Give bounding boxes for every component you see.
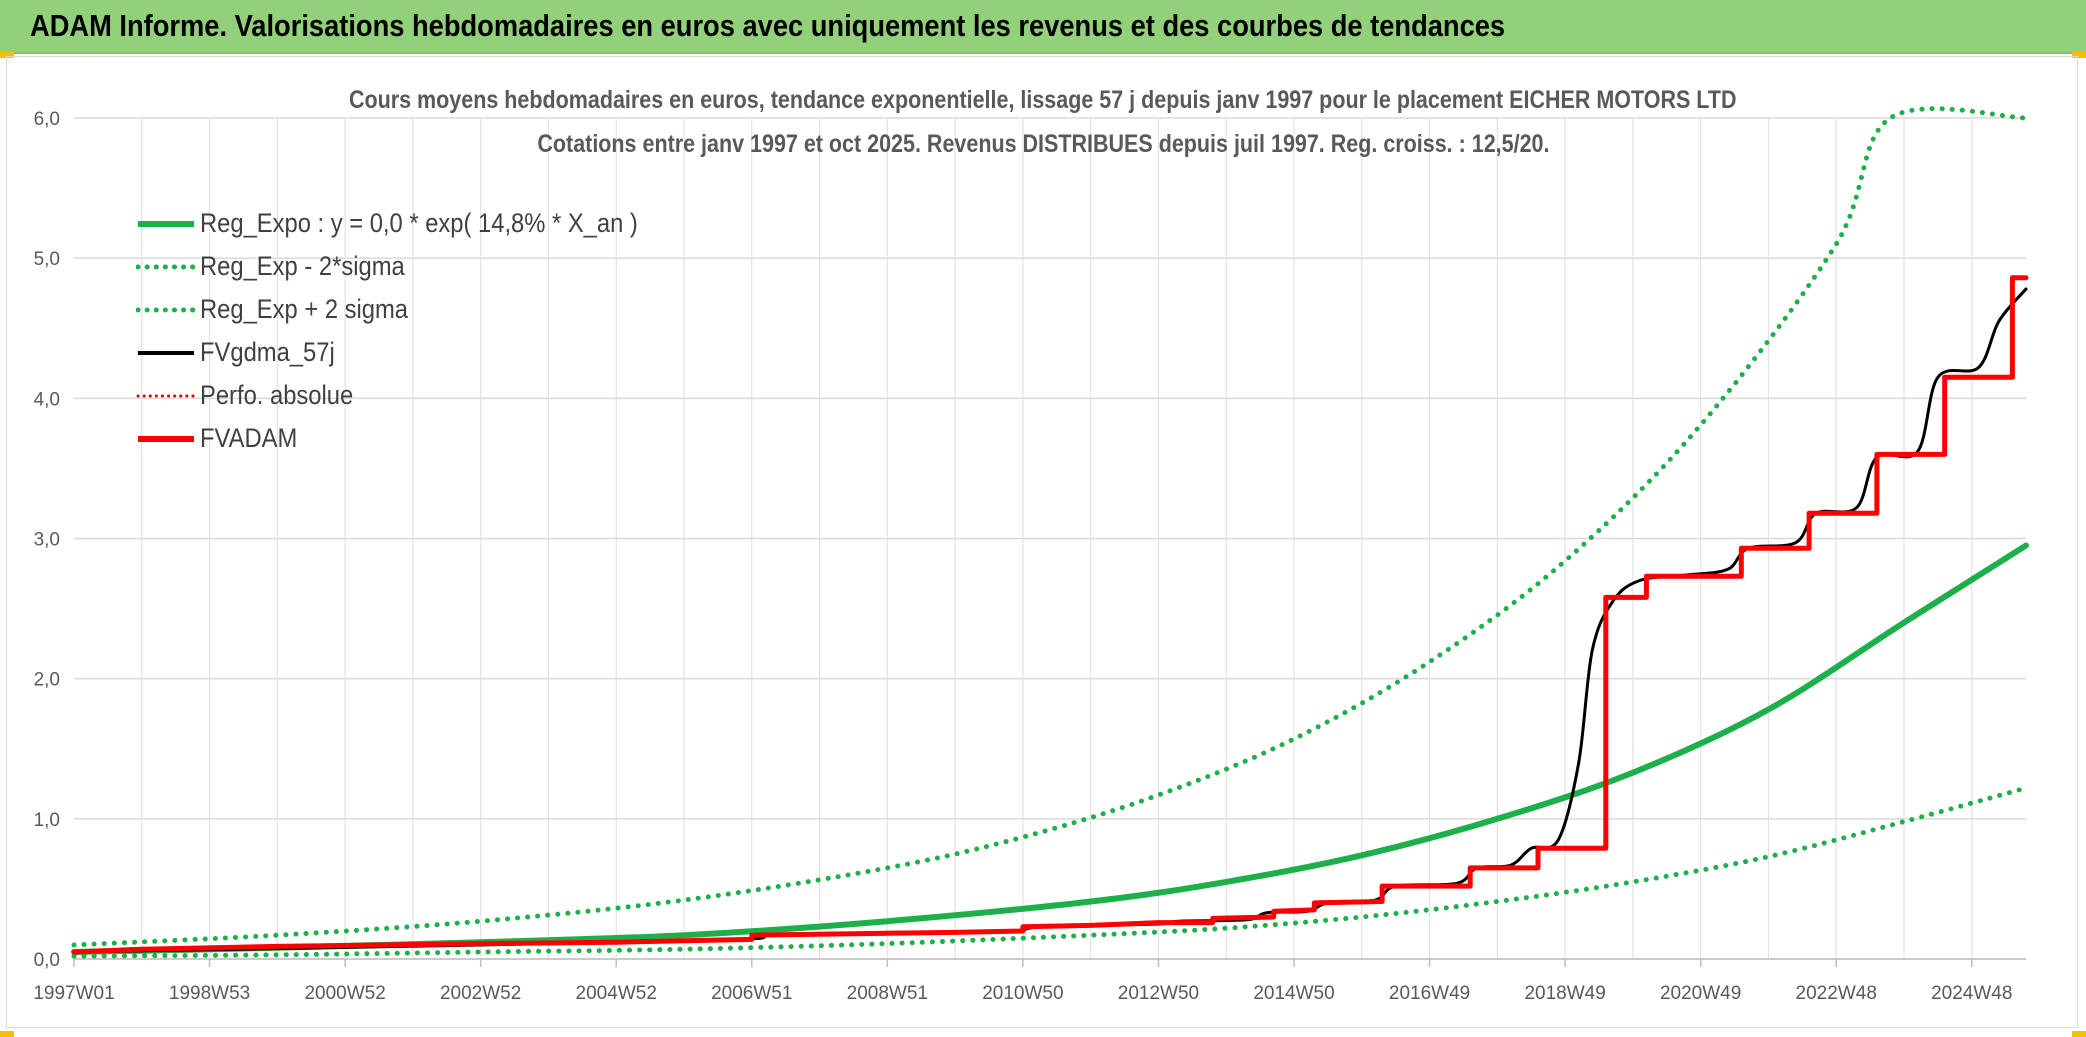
x-tick-label: 2002W52 (440, 983, 521, 1004)
legend-label: Reg_Exp - 2*sigma (200, 251, 405, 281)
x-tick-label: 2012W50 (1118, 983, 1199, 1004)
series-reg-expo-line (71, 542, 2029, 955)
x-tick-label: 2010W50 (982, 983, 1063, 1004)
legend-label: Reg_Exp + 2 sigma (200, 294, 409, 324)
legend-item-reg-plus: Reg_Exp + 2 sigma (136, 288, 698, 331)
x-tick-label: 2016W49 (1389, 983, 1470, 1004)
y-tick-label: 1,0 (34, 810, 60, 831)
legend-swatch-solid-green (138, 220, 194, 227)
chart-title-line-1: Cours moyens hebdomadaires en euros, ten… (349, 86, 1737, 114)
legend-swatch-solid-black (138, 350, 194, 355)
series-reg-minus-2sigma-line (71, 785, 2029, 959)
legend-item-fvadam: FVADAM (136, 417, 698, 460)
x-tick-label: 2018W49 (1524, 983, 1605, 1004)
x-tick-label: 2006W51 (711, 983, 792, 1004)
x-tick-label: 2020W49 (1660, 983, 1741, 1004)
y-tick-label: 4,0 (34, 389, 60, 410)
series-fvadam-line (71, 275, 2029, 955)
legend-item-reg-expo: Reg_Expo : y = 0,0 * exp( 14,8% * X_an ) (136, 202, 698, 245)
report-title: ADAM Informe. Valorisations hebdomadaire… (30, 8, 1506, 43)
chart-legend: Reg_Expo : y = 0,0 * exp( 14,8% * X_an )… (136, 202, 698, 460)
series-reg-plus-2sigma-line (71, 106, 2029, 948)
x-tick-label: 2022W48 (1796, 983, 1877, 1004)
legend-item-fvgdma: FVgdma_57j (136, 331, 698, 374)
legend-swatch-dotted-green (136, 307, 196, 312)
legend-swatch-dotted-green (136, 264, 196, 269)
chart-frame (6, 56, 2078, 1028)
y-tick-label: 3,0 (34, 530, 60, 551)
report-header: ADAM Informe. Valorisations hebdomadaire… (0, 0, 2086, 54)
x-tick-label: 2024W48 (1931, 983, 2012, 1004)
x-tick-label: 1997W01 (33, 983, 114, 1004)
corner-marker (0, 52, 14, 58)
legend-swatch-solid-red (138, 435, 194, 442)
x-tick-label: 2014W50 (1253, 983, 1334, 1004)
x-tick-label: 1998W53 (169, 983, 250, 1004)
y-tick-label: 0,0 (34, 950, 60, 971)
legend-item-perfo: Perfo. absolue (136, 374, 698, 417)
y-tick-label: 2,0 (34, 670, 60, 691)
legend-item-reg-minus: Reg_Exp - 2*sigma (136, 245, 698, 288)
corner-marker (0, 1031, 14, 1037)
legend-label: FVgdma_57j (200, 337, 335, 367)
corner-marker (2072, 52, 2086, 58)
x-tick-label: 2000W52 (304, 983, 385, 1004)
legend-label: FVADAM (200, 423, 298, 453)
legend-label: Reg_Expo : y = 0,0 * exp( 14,8% * X_an ) (200, 208, 638, 238)
legend-label: Perfo. absolue (200, 380, 354, 410)
y-tick-label: 5,0 (34, 249, 60, 270)
x-tick-label: 2008W51 (847, 983, 928, 1004)
chart-title-line-2: Cotations entre janv 1997 et oct 2025. R… (536, 130, 1550, 158)
y-tick-label: 6,0 (34, 109, 60, 130)
legend-swatch-dotted-red (136, 394, 196, 397)
corner-marker (2072, 1031, 2086, 1037)
x-tick-label: 2004W52 (576, 983, 657, 1004)
